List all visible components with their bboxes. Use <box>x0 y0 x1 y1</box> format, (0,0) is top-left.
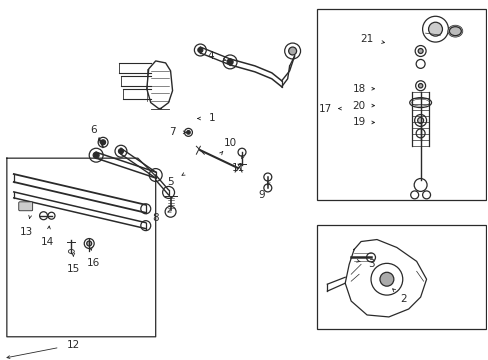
Circle shape <box>427 22 442 36</box>
Text: 11: 11 <box>231 163 244 173</box>
Text: 1: 1 <box>208 113 215 123</box>
Circle shape <box>417 117 423 123</box>
Circle shape <box>101 140 105 145</box>
Text: 15: 15 <box>66 264 80 274</box>
Circle shape <box>226 59 233 65</box>
Circle shape <box>418 84 422 88</box>
Text: 3: 3 <box>367 259 373 269</box>
Circle shape <box>118 149 123 154</box>
Text: 2: 2 <box>400 294 406 304</box>
Circle shape <box>198 48 203 53</box>
Bar <box>317 225 485 329</box>
Circle shape <box>86 241 92 246</box>
Text: 13: 13 <box>20 226 33 237</box>
Text: 5: 5 <box>167 177 174 187</box>
Circle shape <box>93 152 99 158</box>
Circle shape <box>417 49 422 54</box>
FancyBboxPatch shape <box>19 202 33 211</box>
Text: 14: 14 <box>41 237 54 247</box>
Ellipse shape <box>447 25 462 37</box>
Circle shape <box>186 131 190 134</box>
Text: 12: 12 <box>66 340 80 350</box>
Text: 19: 19 <box>352 117 365 127</box>
Text: 20: 20 <box>352 100 365 111</box>
Circle shape <box>288 47 296 55</box>
Text: 18: 18 <box>352 84 365 94</box>
Text: 7: 7 <box>169 127 176 138</box>
Bar <box>317 9 485 200</box>
Text: 9: 9 <box>258 190 264 200</box>
Circle shape <box>379 272 393 286</box>
Text: 17: 17 <box>318 104 331 113</box>
Text: 4: 4 <box>206 51 213 61</box>
Text: 21: 21 <box>360 34 373 44</box>
Text: 16: 16 <box>86 258 100 268</box>
Text: 10: 10 <box>223 138 236 148</box>
Text: 8: 8 <box>152 213 159 223</box>
Text: 6: 6 <box>90 125 96 135</box>
